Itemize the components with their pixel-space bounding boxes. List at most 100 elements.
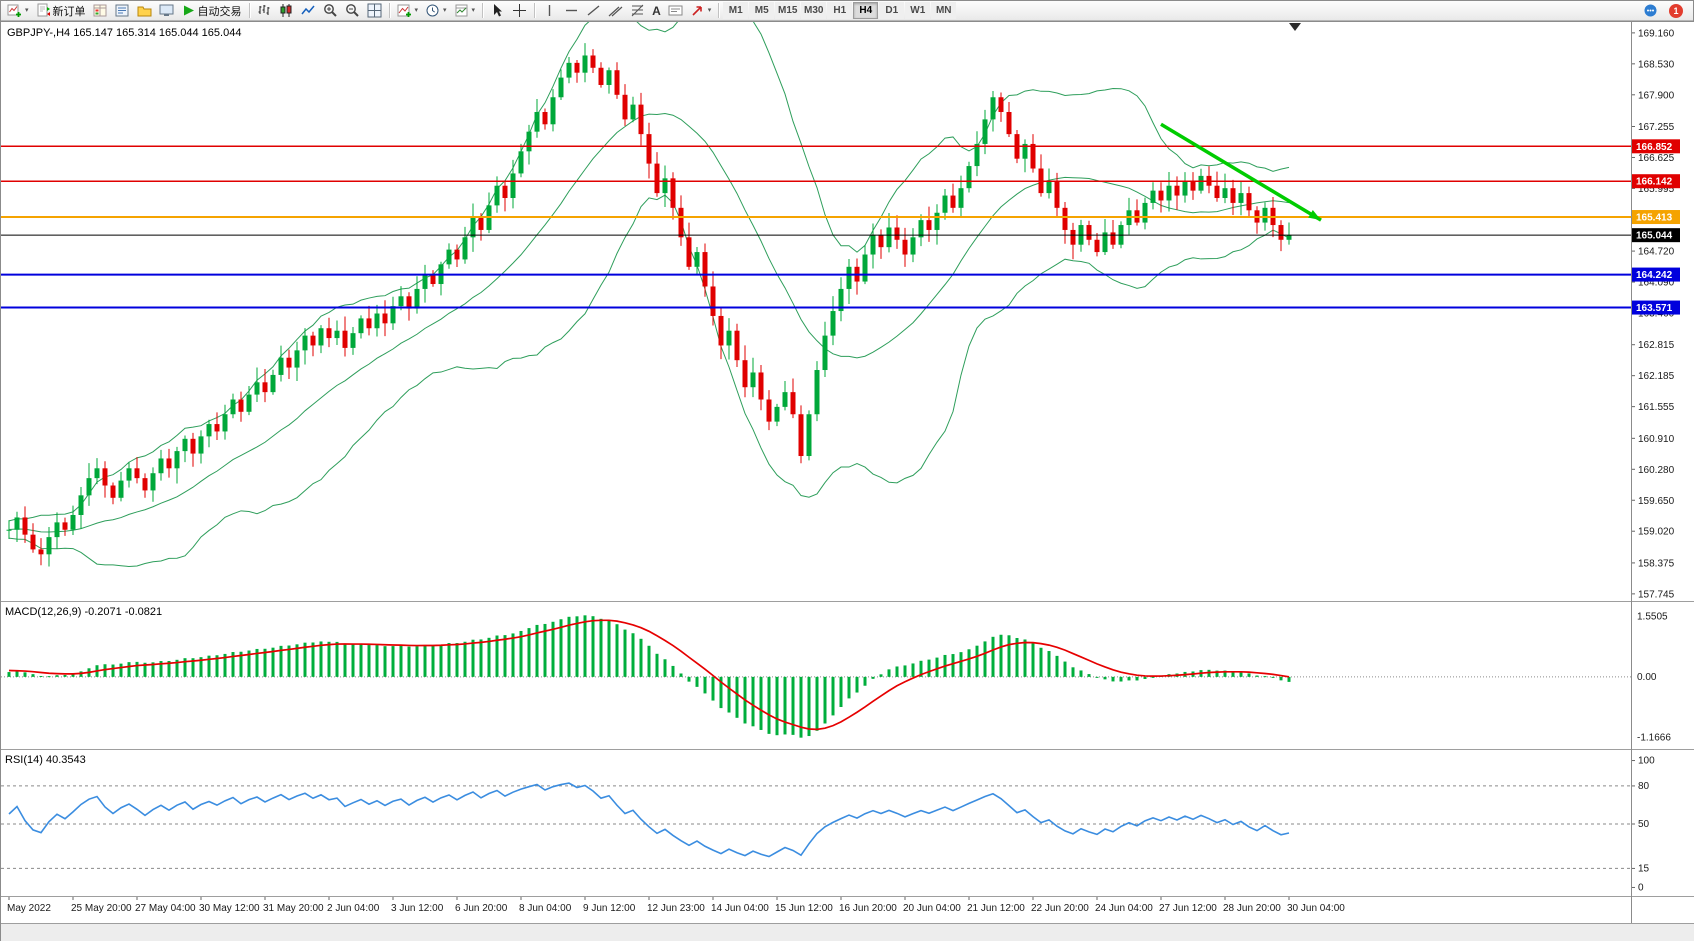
arrows-tool-button[interactable]: ▾ <box>687 2 715 20</box>
timeframe-m30-button[interactable]: M30 <box>801 2 827 19</box>
candlestick-chart-button[interactable] <box>276 2 297 20</box>
periods-caret: ▾ <box>443 7 447 14</box>
indicators-icon <box>397 4 411 17</box>
notifications-button[interactable]: 1 <box>1666 2 1686 20</box>
zoom-in-icon <box>323 4 337 17</box>
toolbar-separator <box>248 3 250 18</box>
rsi-axis-label: 0 <box>1638 882 1644 893</box>
zoom-out-button[interactable] <box>342 2 363 20</box>
time-axis-label: 15 Jun 12:00 <box>775 903 833 914</box>
rsi-axis-label: 100 <box>1638 756 1655 767</box>
trend-arrow[interactable] <box>1160 122 1322 222</box>
rsi-indicator-label: RSI(14) 40.3543 <box>5 754 86 766</box>
price-axis-label: 169.160 <box>1638 28 1675 39</box>
new-order-button[interactable]: 新订单 <box>33 2 89 20</box>
text-tool-icon: A <box>652 3 661 18</box>
vertical-line-button[interactable] <box>539 2 560 20</box>
channel-button[interactable] <box>605 2 626 20</box>
price-axis-label: 161.555 <box>1638 402 1675 413</box>
new-chart-button[interactable]: ▾ <box>4 2 32 20</box>
community-button[interactable] <box>1640 2 1661 20</box>
timeframe-m5-button[interactable]: M5 <box>749 2 775 19</box>
price-axis-label: 162.185 <box>1638 371 1675 382</box>
time-axis-label: 9 Jun 12:00 <box>583 903 636 914</box>
new-order-label: 新订单 <box>52 5 86 18</box>
price-axis-label: 158.375 <box>1638 558 1675 569</box>
price-axis-label: 160.910 <box>1638 434 1675 445</box>
timeframe-m1-button[interactable]: M1 <box>723 2 749 19</box>
text-tool-button[interactable]: A <box>649 2 664 20</box>
chart-symbol-ohlc-label: GBPJPY-,H4 165.147 165.314 165.044 165.0… <box>7 27 242 39</box>
navigator-button[interactable] <box>134 2 155 20</box>
price-axis-label: 159.020 <box>1638 527 1675 538</box>
market-watch-icon <box>93 4 107 17</box>
indicators-button[interactable]: ▾ <box>394 2 422 20</box>
price-axis-label: 167.900 <box>1638 90 1675 101</box>
zoom-in-button[interactable] <box>320 2 341 20</box>
time-axis-label: 24 Jun 04:00 <box>1095 903 1153 914</box>
macd-indicator-label: MACD(12,26,9) -0.2071 -0.0821 <box>5 606 163 618</box>
time-axis-label: 31 May 20:00 <box>263 903 324 914</box>
time-axis-label: 12 Jun 23:00 <box>647 903 705 914</box>
time-axis-label: 21 Jun 12:00 <box>967 903 1025 914</box>
bar-chart-button[interactable] <box>254 2 275 20</box>
price-axis-label: 167.255 <box>1638 122 1675 133</box>
data-window-button[interactable] <box>112 2 133 20</box>
price-tag: 165.413 <box>1636 213 1673 224</box>
toolbar: ▾ 新订单 自动交易 <box>1 1 1693 21</box>
timeframe-m15-button[interactable]: M15 <box>775 2 801 19</box>
market-watch-button[interactable] <box>90 2 111 20</box>
shift-marker-icon[interactable] <box>1289 23 1301 31</box>
macd-axis-label: -1.1666 <box>1637 733 1671 744</box>
notification-badge: 1 <box>1669 3 1683 18</box>
chart-background <box>1 21 1694 923</box>
price-axis-label: 159.650 <box>1638 496 1675 507</box>
time-axis-label: 6 Jun 20:00 <box>455 903 508 914</box>
text-label-icon <box>668 5 683 16</box>
terminal-icon <box>159 4 174 16</box>
time-axis-label: 20 Jun 04:00 <box>903 903 961 914</box>
crosshair-button[interactable] <box>509 2 530 20</box>
time-axis-label: 25 May 20:00 <box>71 903 132 914</box>
bollinger-bands-layer <box>8 22 1290 568</box>
timeframe-h4-button[interactable]: H4 <box>853 2 879 19</box>
tile-windows-button[interactable] <box>364 2 385 20</box>
price-axis-label: 157.745 <box>1638 589 1675 600</box>
horizontal-line-button[interactable] <box>561 2 582 20</box>
trendline-icon <box>587 5 600 16</box>
trendline-button[interactable] <box>583 2 604 20</box>
window-bottom-strip <box>1 923 1694 941</box>
horizontal-line-icon <box>566 9 578 12</box>
timeframe-h1-button[interactable]: H1 <box>827 2 853 19</box>
cursor-button[interactable] <box>487 2 508 20</box>
tile-windows-icon <box>367 3 382 18</box>
new-chart-caret: ▾ <box>25 7 29 14</box>
channel-icon <box>608 6 623 17</box>
timeframe-d1-button[interactable]: D1 <box>879 2 905 19</box>
community-icon <box>1644 4 1657 17</box>
line-chart-button[interactable] <box>298 2 319 20</box>
templates-button[interactable]: ▾ <box>451 2 479 20</box>
macd-axis-label: 1.5505 <box>1637 611 1668 622</box>
price-axis-label: 166.625 <box>1638 153 1675 164</box>
rsi-axis-label: 80 <box>1638 781 1650 792</box>
rsi-axis-label: 50 <box>1638 819 1650 830</box>
data-window-icon <box>115 4 129 17</box>
price-axis-label: 165.995 <box>1638 184 1675 195</box>
time-axis-label: 14 Jun 04:00 <box>711 903 769 914</box>
terminal-button[interactable] <box>156 2 177 20</box>
autotrading-button[interactable]: 自动交易 <box>178 2 245 20</box>
macd-layer <box>1 615 1631 738</box>
timeframe-w1-button[interactable]: W1 <box>905 2 931 19</box>
text-label-button[interactable] <box>665 2 686 20</box>
price-tag: 164.242 <box>1636 270 1673 281</box>
new-chart-icon <box>7 4 21 17</box>
templates-icon <box>455 4 468 17</box>
periods-button[interactable]: ▾ <box>422 2 450 20</box>
level-lines-layer[interactable] <box>1 139 1680 315</box>
timeframe-mn-button[interactable]: MN <box>931 2 957 19</box>
fibonacci-button[interactable] <box>627 2 648 20</box>
price-tag: 163.571 <box>1636 303 1673 314</box>
